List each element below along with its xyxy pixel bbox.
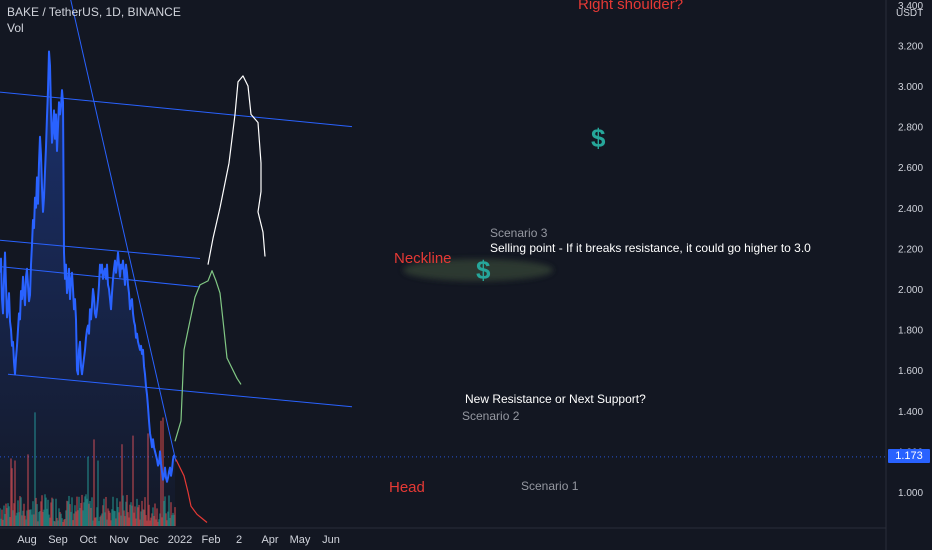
trend-line <box>0 239 201 260</box>
time-tick-label: May <box>290 534 311 546</box>
right-shoulder-label: Right shoulder? <box>578 0 683 13</box>
scenario1-label: Scenario 1 <box>521 479 579 493</box>
scenario-path <box>207 75 266 265</box>
time-tick-label: Aug <box>17 534 37 546</box>
volume-indicator-label: Vol <box>7 21 24 35</box>
price-tick-label: 1.400 <box>898 407 923 418</box>
trend-line <box>0 91 353 128</box>
time-tick-label: Dec <box>139 534 159 546</box>
price-tick-label: 2.600 <box>898 163 923 174</box>
dollar-icon: $ <box>476 255 491 285</box>
trend-lines <box>0 0 353 462</box>
scenario3-label: Scenario 3 <box>490 226 548 240</box>
selling-point-label: Selling point - If it breaks resistance,… <box>490 241 811 255</box>
time-axis[interactable]: Aug Sep Oct Nov Dec 2022 Feb 2 Apr May Jun <box>17 534 340 546</box>
new-resistance-label: New Resistance or Next Support? <box>465 392 646 406</box>
price-line <box>0 50 176 483</box>
price-area <box>0 50 176 528</box>
time-tick-label: Nov <box>109 534 129 546</box>
scenario-path <box>175 459 208 523</box>
price-tick-label: 2.200 <box>898 244 923 255</box>
price-tick-label: 2.400 <box>898 204 923 215</box>
currency-label: USDT <box>896 8 923 19</box>
trend-line <box>70 0 177 462</box>
time-tick-label: Apr <box>261 534 278 546</box>
annotations: Right shoulder? Scenario 3 Selling point… <box>389 0 811 496</box>
price-tick-label: 2.000 <box>898 285 923 296</box>
price-tick-label: 3.200 <box>898 41 923 52</box>
scenario-paths <box>174 75 266 523</box>
time-tick-label: 2 <box>236 534 242 546</box>
price-tick-label: 3.000 <box>898 82 923 93</box>
price-area-fill <box>0 51 175 528</box>
time-tick-label: 2022 <box>168 534 192 546</box>
price-tick-label: 3.400 <box>898 1 923 12</box>
price-tick-label: 1.600 <box>898 366 923 377</box>
scenario-path <box>174 270 242 442</box>
time-tick-label: Feb <box>202 534 221 546</box>
time-tick-label: Oct <box>79 534 96 546</box>
price-tick-label: 1.000 <box>898 488 923 499</box>
dollar-icon: $ <box>591 123 606 153</box>
time-tick-label: Sep <box>48 534 68 546</box>
neckline-label: Neckline <box>394 250 452 267</box>
price-tick-label: 1.800 <box>898 326 923 337</box>
scenario2-label: Scenario 2 <box>462 409 520 423</box>
neckline-highlight <box>403 259 553 281</box>
price-axis[interactable]: USDT 3.400 3.200 3.000 2.800 2.600 2.400 2.200… <box>896 1 923 499</box>
head-label: Head <box>389 479 425 496</box>
trend-line <box>0 266 201 288</box>
price-tick-label: 2.800 <box>898 123 923 134</box>
time-tick-label: Jun <box>322 534 340 546</box>
symbol-title: BAKE / TetherUS, 1D, BINANCE <box>7 5 181 19</box>
trend-line <box>7 373 353 408</box>
last-price-tag: 1.173 <box>888 449 930 463</box>
